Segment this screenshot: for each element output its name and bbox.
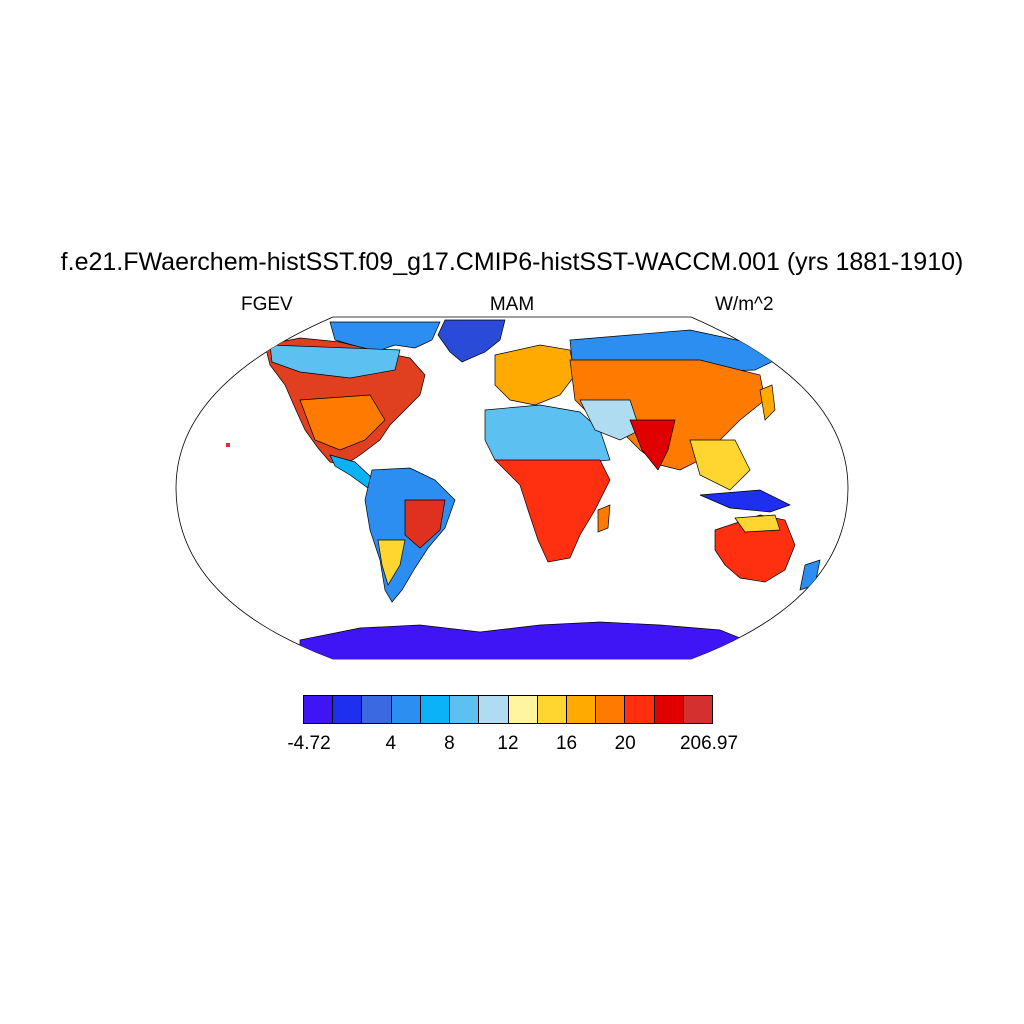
colorbar-tick-label: 12 xyxy=(497,733,519,754)
colorbar-swatch xyxy=(304,696,334,723)
middle-east xyxy=(579,399,641,441)
colorbar-swatch xyxy=(420,696,451,723)
colorbar-swatch xyxy=(479,696,509,723)
india xyxy=(629,419,676,471)
greenland xyxy=(437,319,506,363)
indonesia xyxy=(699,489,791,513)
australia-north xyxy=(734,514,781,533)
hawaii xyxy=(226,443,230,447)
units-label: W/m^2 xyxy=(715,294,774,315)
colorbar-swatch xyxy=(683,696,713,723)
colorbar-swatch xyxy=(596,696,626,723)
colorbar-tick-label: 8 xyxy=(444,733,455,754)
south-america-south xyxy=(377,539,406,586)
north-america-north xyxy=(269,344,401,379)
canada-arctic xyxy=(329,321,441,353)
japan xyxy=(759,384,776,421)
colorbar-tick-label: 4 xyxy=(385,733,397,754)
south-america-east xyxy=(404,499,446,549)
colorbar-swatch xyxy=(537,696,567,723)
north-america-south xyxy=(299,394,386,451)
colorbar-tick-label: 20 xyxy=(614,733,636,754)
southeast-asia xyxy=(689,439,751,491)
colorbar-swatch xyxy=(333,696,363,723)
season-label: MAM xyxy=(489,294,535,315)
antarctica xyxy=(299,621,746,659)
colorbar-tick-label: -4.72 xyxy=(287,733,331,754)
madagascar xyxy=(597,504,611,533)
colorbar-swatch xyxy=(566,696,597,723)
variable-label: FGEV xyxy=(241,294,293,315)
africa-south xyxy=(494,459,611,563)
europe xyxy=(494,344,576,406)
colorbar-tick-label: 16 xyxy=(555,733,578,754)
colorbar-swatch xyxy=(508,696,538,723)
colorbar-swatch xyxy=(450,696,480,723)
colorbar-swatch xyxy=(625,696,655,723)
figure-title: f.e21.FWaerchem-histSST.f09_g17.CMIP6-hi… xyxy=(60,248,964,276)
colorbar xyxy=(303,695,713,724)
colorbar-tick-label: 206.97 xyxy=(679,733,739,754)
colorbar-swatch xyxy=(362,696,392,723)
colorbar-swatch xyxy=(654,696,684,723)
colorbar-swatch xyxy=(391,696,421,723)
